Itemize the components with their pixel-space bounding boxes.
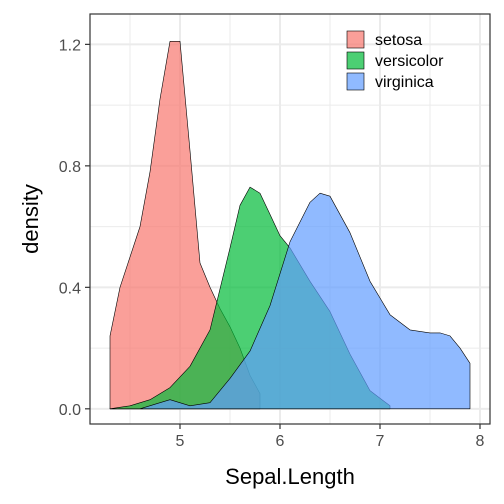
x-tick-label: 8 [476,433,485,450]
legend-label-virginica: virginica [375,74,434,91]
y-tick-label: 0.0 [59,402,81,419]
density-area-virginica [109,192,471,410]
density-areas [109,41,471,410]
legend-key-versicolor [346,51,365,70]
legend-key-virginica [346,72,365,91]
y-tick-label: 0.4 [59,280,81,297]
x-axis-title: Sepal.Length [225,464,355,489]
y-tick-label: 0.8 [59,159,81,176]
x-tick-label: 6 [276,433,285,450]
x-tick-label: 7 [376,433,385,450]
legend-key-setosa [346,30,365,49]
x-tick-label: 5 [176,433,185,450]
legend-label-setosa: setosa [375,32,422,49]
legend: setosa versicolor virginica [346,30,444,91]
axis-ticks: 5 6 7 8 0.0 0.4 0.8 1.2 [59,37,485,450]
y-tick-label: 1.2 [59,37,81,54]
legend-label-versicolor: versicolor [375,53,444,70]
plot-panel-border [89,13,491,425]
y-axis-title: density [18,184,43,254]
